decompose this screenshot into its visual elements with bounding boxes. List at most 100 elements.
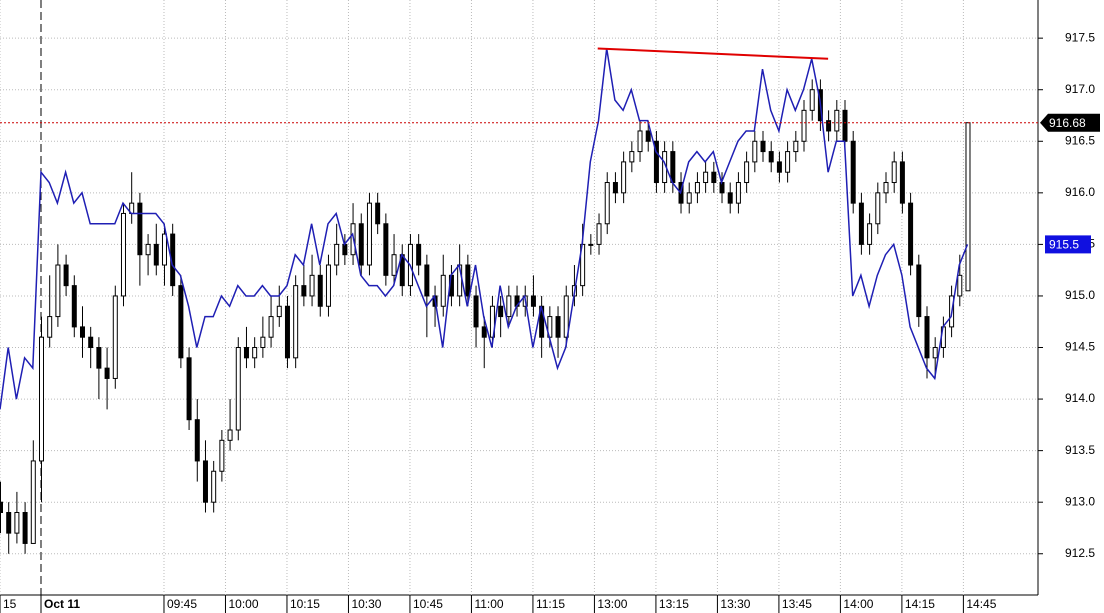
candle-body (391, 254, 397, 276)
candle-body (63, 264, 69, 287)
candle-body (276, 305, 282, 318)
candle-body (465, 264, 471, 297)
candle-body (0, 501, 3, 514)
candle-body (498, 305, 504, 318)
candle-body (776, 161, 782, 173)
y-tick-label: 913.5 (1065, 443, 1095, 457)
candle-body (965, 122, 971, 292)
last-price-tag (1040, 113, 1100, 132)
candle-body (301, 285, 307, 297)
candle-body (727, 192, 733, 204)
candle-body (145, 243, 151, 256)
candle-body (867, 223, 873, 245)
last-price-label: 916.68 (1049, 116, 1086, 130)
line-tag-label: 915.5 (1049, 238, 1079, 252)
candle-body (104, 367, 110, 379)
candle-body (227, 429, 233, 441)
x-tick-label: 14:00 (843, 597, 873, 611)
candle-body (317, 274, 323, 307)
candle-body (440, 274, 446, 307)
candle-body (383, 223, 389, 276)
y-tick-label: 916.0 (1065, 185, 1095, 199)
candle-body (530, 295, 536, 307)
candle-body (703, 171, 709, 184)
candle-body (243, 347, 249, 359)
x-tick-label: 14:45 (966, 597, 996, 611)
candle-body (637, 130, 643, 153)
candle-body (957, 274, 963, 297)
candle-body (785, 151, 791, 173)
candle-body (735, 182, 741, 204)
candle-body (473, 295, 479, 328)
x-tick-label: 10:45 (413, 597, 443, 611)
candle-body (555, 316, 561, 338)
candle-body (744, 161, 750, 184)
x-tick-label: 13:30 (720, 597, 750, 611)
candle-body (916, 264, 922, 318)
candle-body (120, 212, 126, 297)
candle-body (481, 326, 487, 338)
candle-body (711, 171, 717, 184)
candle-body (137, 202, 143, 256)
candle-body (653, 140, 659, 184)
candle-body (375, 202, 381, 225)
candle-body (596, 223, 602, 245)
candle-body (219, 439, 225, 472)
candle-body (38, 336, 44, 462)
candle-body (645, 130, 651, 142)
candle-body (424, 264, 430, 297)
x-tick-label: 10:15 (290, 597, 320, 611)
y-tick-label: 917.0 (1065, 82, 1095, 96)
candle-body (588, 243, 594, 246)
candle-body (604, 182, 610, 225)
y-tick-label: 913.0 (1065, 494, 1095, 508)
x-tick-label: 10:00 (228, 597, 258, 611)
candle-body (719, 182, 725, 194)
candle-body (760, 140, 766, 153)
candle-body (875, 192, 881, 225)
x-tick-label: 14:15 (905, 597, 935, 611)
x-tick-label: 13:00 (597, 597, 627, 611)
candle-body (932, 347, 938, 359)
candle-body (686, 192, 692, 204)
y-tick-label: 914.5 (1065, 340, 1095, 354)
x-tick-label: 09:45 (167, 597, 197, 611)
candle-body (416, 243, 422, 266)
candle-body (309, 274, 315, 297)
candle-body (924, 316, 930, 359)
y-tick-label: 915.0 (1065, 288, 1095, 302)
line-tag (1045, 235, 1091, 254)
candle-body (908, 202, 914, 266)
candle-body (153, 243, 159, 266)
y-tick-label: 912.5 (1065, 546, 1095, 560)
candle-body (752, 140, 758, 163)
candle-body (563, 295, 569, 338)
x-tick-label: 15 (3, 597, 17, 611)
candle-body (858, 202, 864, 245)
candle-body (268, 316, 274, 338)
candle-body (670, 151, 676, 184)
candle-body (55, 264, 61, 318)
candle-body (161, 233, 167, 266)
candle-body (260, 336, 266, 349)
candle-body (342, 243, 348, 256)
candle-body (629, 151, 635, 163)
candle-body (694, 182, 700, 194)
candle-body (325, 264, 331, 307)
candle-body (30, 460, 36, 544)
candle-body (202, 460, 208, 503)
candle-body (366, 202, 372, 266)
y-tick-label: 914.0 (1065, 391, 1095, 405)
y-tick-label: 917.5 (1065, 30, 1095, 44)
candle-body (801, 109, 807, 142)
candle-body (850, 140, 856, 204)
candle-body (112, 295, 118, 379)
candle-body (71, 285, 77, 328)
x-tick-label: 13:45 (782, 597, 812, 611)
candle-body (211, 470, 217, 503)
candle-body (358, 223, 364, 266)
candle-body (809, 89, 815, 111)
candle-body (899, 161, 905, 204)
